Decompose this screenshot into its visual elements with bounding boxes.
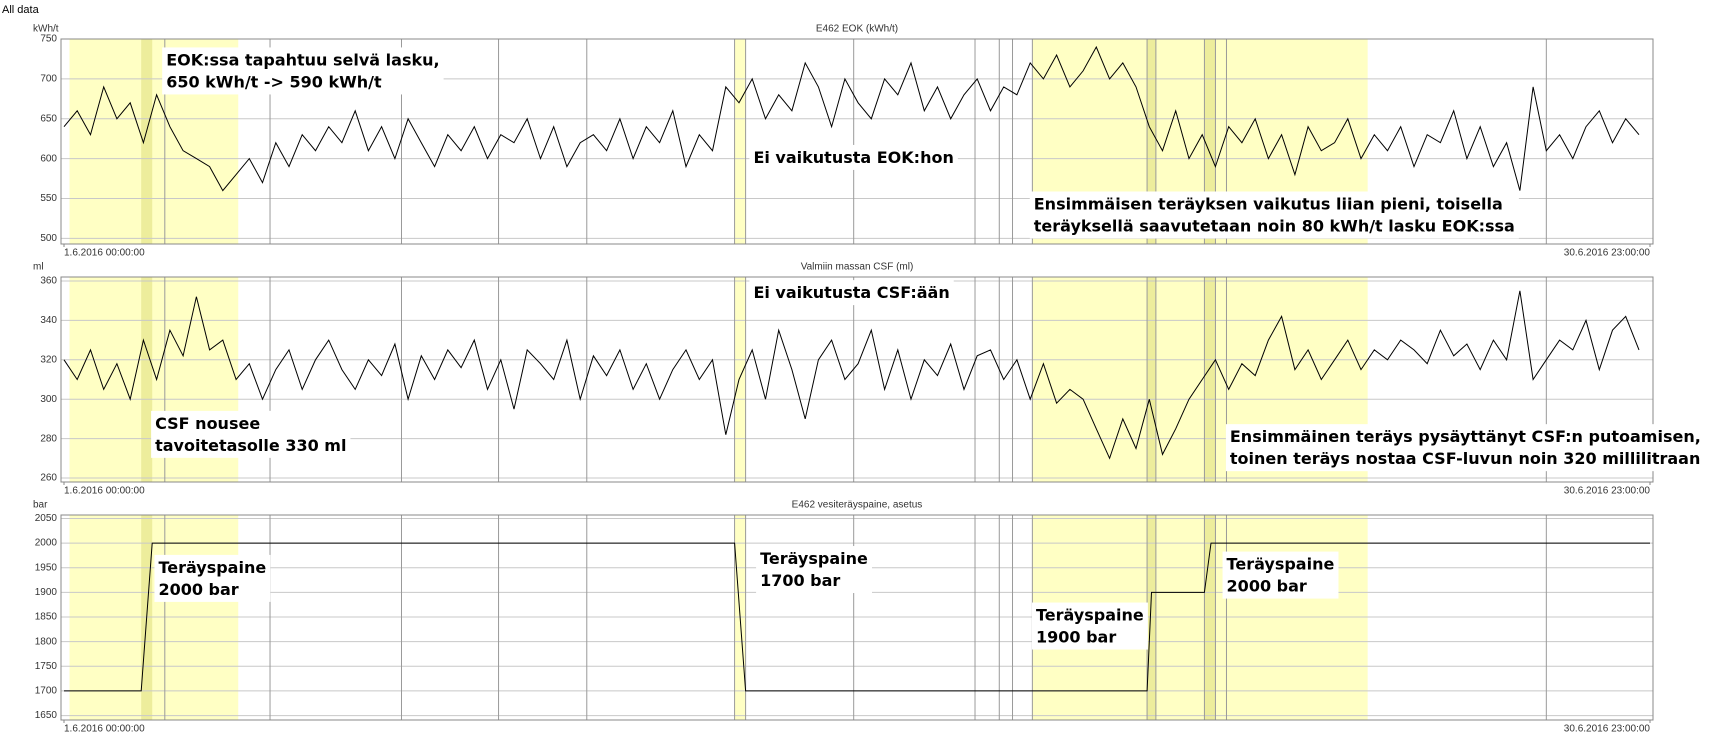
marker-band (1204, 277, 1216, 482)
annotation-text: Ensimmäinen teräys pysäyttänyt CSF:n put… (1230, 427, 1701, 446)
data-line (63, 45, 1640, 192)
y-unit-label: bar (33, 500, 48, 511)
y-tick-label: 650 (40, 113, 57, 124)
plot-frame (60, 38, 1654, 245)
annotation-box (1222, 551, 1339, 599)
marker-band (141, 39, 153, 244)
annotation-text: 2000 bar (158, 580, 238, 599)
annotation: Ensimmäisen teräyksen vaikutus liian pie… (1029, 191, 1519, 239)
annotation-text: Teräyspaine (158, 558, 266, 577)
y-unit-label: kWh/t (33, 24, 59, 35)
marker-band (1147, 277, 1156, 482)
annotation-text: Ei vaikutusta EOK:hon (753, 148, 953, 167)
y-tick-label: 550 (40, 193, 57, 204)
marker-band (141, 277, 153, 482)
y-tick-label: 2050 (35, 513, 58, 524)
y-tick-label: 1650 (35, 710, 58, 721)
x-tick-label: 30.6.2016 23:00:00 (1564, 724, 1651, 735)
y-tick-label: 1950 (35, 562, 58, 573)
annotation-box (1029, 191, 1519, 239)
chart-panel: 1650 1700 1750 1800 1850 1900 1950 2000 2050 E462… (33, 500, 1654, 735)
data-line (63, 290, 1640, 460)
annotation: Teräyspaine 2000 bar (154, 554, 271, 602)
highlight-band (734, 39, 746, 244)
annotation-box (749, 144, 958, 170)
y-tick-label: 750 (40, 34, 57, 45)
y-tick-label: 1800 (35, 636, 58, 647)
plot-frame (60, 276, 1654, 483)
annotation-text: tavoitetasolle 330 ml (155, 436, 346, 455)
marker-band (1147, 39, 1156, 244)
annotation: Teräyspaine 1700 bar (756, 546, 873, 594)
marker-band (1204, 39, 1216, 244)
chart-panel: 260 280 300 320 340 360 Valmiin massan CSF (ml… (33, 262, 1705, 497)
annotation: EOK:ssa tapahtuu selvä lasku, 650 kWh/t -… (162, 47, 444, 95)
annotation-text: Ei vaikutusta CSF:ään (753, 283, 949, 302)
y-tick-label: 280 (40, 433, 57, 444)
x-tick-label: 30.6.2016 23:00:00 (1564, 486, 1651, 497)
y-tick-label: 700 (40, 74, 57, 85)
annotation-text: EOK:ssa tapahtuu selvä lasku, (166, 50, 439, 69)
chart-panel: 500 550 600 650 700 750 E462 EOK (kWh/t) kWh/t 1… (33, 24, 1654, 259)
annotation-text: Teräyspaine (760, 549, 868, 568)
annotation-box (756, 546, 873, 594)
annotation-text: CSF nousee (155, 414, 260, 433)
y-unit-label: ml (33, 262, 44, 273)
annotation-text: 1900 bar (1036, 628, 1116, 647)
annotation: Ei vaikutusta CSF:ään (749, 280, 954, 306)
chart-title: E462 EOK (kWh/t) (816, 24, 898, 35)
annotation: CSF nousee tavoitetasolle 330 ml (151, 410, 351, 458)
annotation: Teräyspaine 2000 bar (1222, 551, 1339, 599)
y-tick-label: 2000 (35, 538, 58, 549)
annotation-text: Teräyspaine (1036, 606, 1144, 625)
annotation-text: Ensimmäisen teräyksen vaikutus liian pie… (1034, 194, 1503, 213)
y-tick-label: 600 (40, 153, 57, 164)
y-tick-label: 1850 (35, 612, 58, 623)
x-tick-label: 1.6.2016 00:00:00 (64, 248, 145, 259)
y-tick-label: 1750 (35, 661, 58, 672)
annotation-box (154, 554, 271, 602)
y-tick-label: 340 (40, 315, 57, 326)
annotation-text: Teräyspaine (1227, 555, 1335, 574)
annotation-box (1225, 424, 1705, 472)
annotation-text: toinen teräys nostaa CSF-luvun noin 320 … (1230, 449, 1700, 468)
y-tick-label: 300 (40, 394, 57, 405)
y-tick-label: 1900 (35, 587, 58, 598)
annotation-text: 650 kWh/t -> 590 kWh/t (166, 72, 382, 91)
annotation-text: teräyksellä saavutetaan noin 80 kWh/t la… (1034, 216, 1515, 235)
y-tick-label: 320 (40, 354, 57, 365)
highlight-band (734, 277, 746, 482)
annotation: Teräyspaine 1900 bar (1031, 602, 1148, 650)
x-tick-label: 30.6.2016 23:00:00 (1564, 248, 1651, 259)
annotation-text: 2000 bar (1227, 577, 1307, 596)
chart-title: Valmiin massan CSF (ml) (801, 262, 914, 273)
annotation-box (749, 280, 954, 306)
y-tick-label: 360 (40, 276, 57, 287)
plot-frame (60, 514, 1654, 721)
annotation: Ensimmäinen teräys pysäyttänyt CSF:n put… (1225, 424, 1705, 472)
x-tick-label: 1.6.2016 00:00:00 (64, 724, 145, 735)
data-line (64, 542, 1650, 692)
y-tick-label: 260 (40, 473, 57, 484)
x-tick-label: 1.6.2016 00:00:00 (64, 486, 145, 497)
annotation: Ei vaikutusta EOK:hon (749, 144, 958, 170)
annotation-box (1031, 602, 1148, 650)
y-tick-label: 1700 (35, 686, 58, 697)
annotation-text: 1700 bar (760, 571, 840, 590)
annotation-box (151, 410, 351, 458)
chart-title: E462 vesiteräyspaine, asetus (792, 500, 923, 511)
annotation-box (162, 47, 444, 95)
y-tick-label: 500 (40, 233, 57, 244)
view-title: All data (2, 4, 40, 16)
